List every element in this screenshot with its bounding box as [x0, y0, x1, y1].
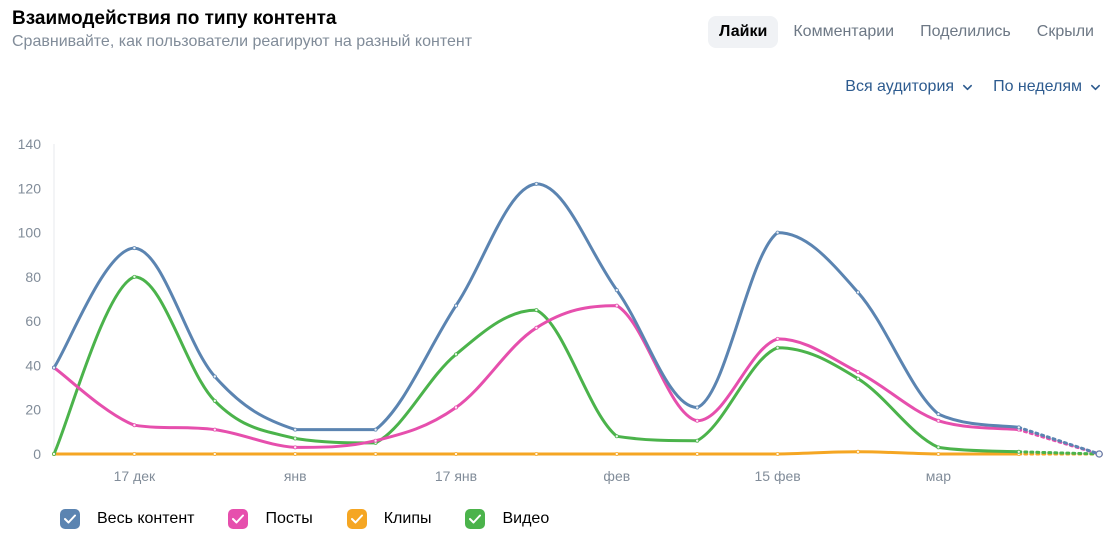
checkbox-checked-icon: [60, 509, 80, 529]
data-point: [293, 445, 298, 450]
data-point: [614, 434, 619, 439]
checkbox-checked-icon: [346, 509, 367, 529]
data-point: [293, 451, 298, 456]
data-point: [1095, 450, 1103, 458]
series-forecast-line: [1017, 450, 1101, 456]
data-point: [695, 451, 700, 456]
data-point: [132, 274, 137, 279]
data-point: [453, 405, 458, 410]
data-point: [52, 451, 57, 456]
data-point: [1016, 449, 1021, 454]
y-tick-label: 80: [25, 269, 41, 285]
data-point: [936, 418, 941, 423]
data-point: [534, 181, 539, 186]
likes-line-chart: 0 20 40 60 80 100 120 140 17 дек янв 17 янв фев 15 ф…: [18, 136, 1103, 484]
data-point: [614, 303, 619, 308]
period-label: По неделям: [993, 78, 1082, 95]
data-point: [534, 308, 539, 313]
data-point: [373, 451, 378, 456]
x-tick-label: 17 янв: [435, 468, 477, 484]
data-point: [695, 418, 700, 423]
data-point: [212, 427, 217, 432]
audience-dropdown[interactable]: Вся аудитория: [845, 78, 973, 96]
y-tick-label: 60: [25, 313, 41, 329]
data-point: [132, 451, 137, 456]
data-point: [52, 365, 57, 370]
data-point: [453, 451, 458, 456]
data-point: [212, 374, 217, 379]
metric-tabs: Лайки Комментарии Поделились Скрыли: [708, 16, 1105, 48]
period-dropdown[interactable]: По неделям: [993, 78, 1101, 96]
data-point: [856, 370, 861, 375]
page-subtitle: Сравнивайте, как пользователи реагируют …: [12, 33, 473, 50]
data-point: [534, 451, 539, 456]
data-point: [775, 336, 780, 341]
data-point: [856, 449, 861, 454]
chevron-down-icon: [1091, 84, 1100, 90]
data-point: [614, 288, 619, 293]
filters: Вся аудитория По неделям: [845, 78, 1101, 96]
data-point: [1016, 425, 1021, 430]
x-tick-label: 17 дек: [114, 468, 156, 484]
y-tick-label: 20: [25, 402, 41, 418]
data-point: [695, 438, 700, 443]
x-tick-label: фев: [603, 468, 630, 484]
series-line: [52, 182, 1021, 432]
series-forecast-line: [1017, 425, 1101, 456]
data-point: [212, 451, 217, 456]
chevron-down-icon: [963, 84, 973, 90]
legend-item-all[interactable]: Весь контент: [60, 509, 194, 529]
page-title: Взаимодействия по типу контента: [12, 8, 337, 29]
y-tick-label: 0: [33, 446, 41, 462]
y-tick-label: 120: [18, 180, 42, 196]
y-tick-label: 100: [18, 225, 42, 241]
data-point: [373, 438, 378, 443]
series-line: [52, 275, 1021, 456]
legend-label: Клипы: [383, 510, 432, 527]
data-point: [775, 230, 780, 235]
x-tick-label: мар: [926, 468, 951, 484]
chart-legend: Весь контент Посты Клипы Видео: [60, 509, 583, 529]
x-tick-label: янв: [284, 468, 307, 484]
legend-item-posts[interactable]: Посты: [228, 509, 313, 529]
legend-item-clips[interactable]: Клипы: [346, 509, 432, 529]
data-point: [936, 445, 941, 450]
legend-label: Видео: [502, 510, 550, 527]
data-point: [212, 398, 217, 403]
data-point: [775, 451, 780, 456]
data-point: [453, 352, 458, 357]
data-point: [534, 325, 539, 330]
tab-comments[interactable]: Комментарии: [793, 23, 895, 40]
checkbox-checked-icon: [228, 509, 249, 529]
tab-hidden[interactable]: Скрыли: [1036, 23, 1094, 40]
data-point: [936, 451, 941, 456]
audience-label: Вся аудитория: [845, 78, 955, 95]
data-point: [856, 376, 861, 381]
data-point: [856, 290, 861, 295]
x-tick-label: 15 фев: [754, 468, 800, 484]
data-point: [775, 345, 780, 350]
data-point: [373, 427, 378, 432]
tab-likes[interactable]: Лайки: [708, 16, 779, 48]
checkbox-checked-icon: [465, 509, 486, 529]
y-tick-label: 40: [25, 357, 41, 373]
legend-label: Посты: [265, 510, 313, 527]
data-point: [614, 451, 619, 456]
data-point: [936, 412, 941, 417]
legend-item-video[interactable]: Видео: [465, 509, 549, 529]
tab-shares[interactable]: Поделились: [920, 23, 1011, 40]
data-point: [132, 423, 137, 428]
data-point: [293, 436, 298, 441]
data-point: [453, 303, 458, 308]
legend-label: Весь контент: [97, 510, 195, 527]
data-point: [293, 427, 298, 432]
data-point: [695, 405, 700, 410]
y-tick-label: 140: [18, 136, 42, 152]
data-point: [132, 246, 137, 251]
